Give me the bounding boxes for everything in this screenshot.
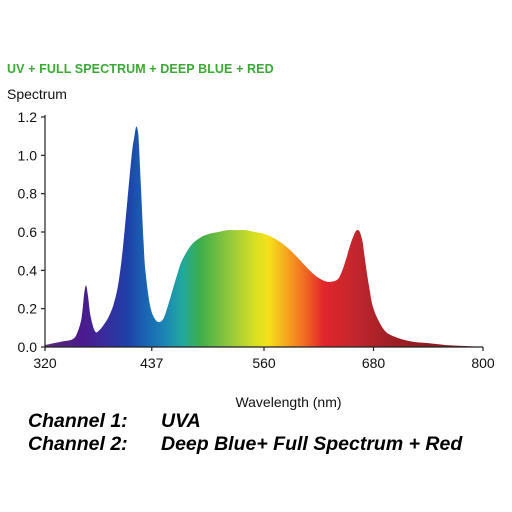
channel-2-key: Channel 2: xyxy=(28,433,128,455)
channel-list: Channel 1: UVA Channel 2: Deep Blue+ Ful… xyxy=(28,410,508,456)
y-tick-label: 0.0 xyxy=(18,339,38,355)
y-tick-label: 0.2 xyxy=(18,301,38,317)
y-axis-label: Spectrum xyxy=(7,86,67,102)
x-tick-label: 560 xyxy=(252,355,276,371)
x-tick-label: 680 xyxy=(362,355,386,371)
channel-1-value: UVA xyxy=(161,410,201,432)
x-tick-label: 800 xyxy=(471,355,495,371)
channel-row-1: Channel 1: UVA xyxy=(28,410,508,433)
x-axis-label: Wavelength (nm) xyxy=(235,394,342,410)
channel-2-value: Deep Blue+ Full Spectrum + Red xyxy=(161,433,463,455)
y-tick-label: 0.8 xyxy=(18,186,38,202)
y-tick-label: 1.2 xyxy=(18,109,38,125)
y-tick-label: 0.6 xyxy=(18,224,38,240)
y-tick-label: 0.4 xyxy=(18,262,38,278)
channel-1-key: Channel 1: xyxy=(28,410,128,432)
spectrum-area-series-1 xyxy=(45,126,483,348)
chart-title: UV + FULL SPECTRUM + DEEP BLUE + RED xyxy=(7,62,274,76)
y-tick-label: 1.0 xyxy=(18,147,38,163)
x-tick-label: 437 xyxy=(140,355,164,371)
channel-row-2: Channel 2: Deep Blue+ Full Spectrum + Re… xyxy=(28,433,508,456)
x-tick-label: 320 xyxy=(33,355,57,371)
